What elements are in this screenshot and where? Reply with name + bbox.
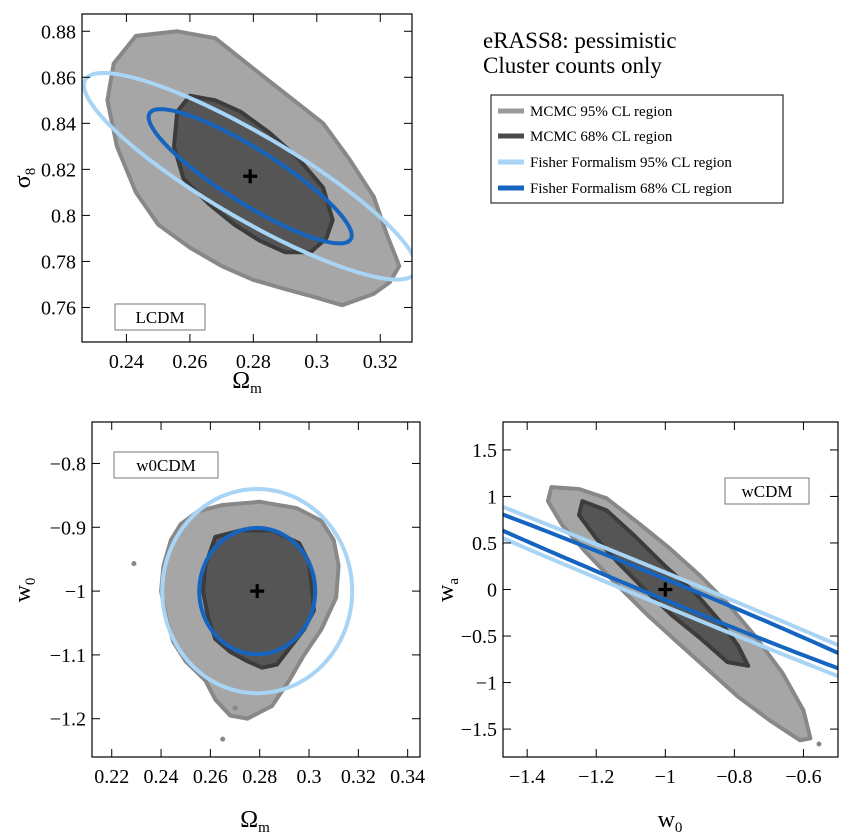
lcdm-clip-group — [82, 29, 412, 308]
wcdm-fiducial-marker — [658, 582, 673, 597]
lcdm-model-label: LCDM — [135, 308, 184, 327]
w0cdm-clip-group — [131, 486, 355, 742]
wcdm-ticks: −1.4 −1.2 −1 −0.8 −0.6 −1.5 −1 −0.5 0 0.5 1 1.5 — [461, 422, 838, 788]
legend-label-fisher68: Fisher Formalism 68% CL region — [530, 181, 732, 197]
panel-lcdm: 0.24 0.26 0.28 0.3 0.32 0.76 0.78 0.8 0.82 0.84 0.… — [10, 13, 413, 397]
lcdm-ytick-label-1: 0.78 — [41, 251, 76, 273]
w0cdm-fisher68-ellipse — [197, 525, 318, 657]
title-line-2: Cluster counts only — [483, 53, 662, 78]
wcdm-speckle-0 — [816, 741, 822, 747]
wcdm-model-label-box — [724, 477, 810, 505]
legend: MCMC 95% CL region MCMC 68% CL region Fi… — [490, 94, 784, 204]
lcdm-ytick-label-3: 0.82 — [41, 159, 76, 181]
wcdm-xtick-label-2: −1 — [655, 766, 676, 788]
lcdm-fisher68-ellipse — [146, 107, 354, 246]
lcdm-xlabel: Ωm — [232, 368, 262, 397]
w0cdm-ylabel: w0 — [10, 578, 39, 603]
w0cdm-xtick-label-1: 0.24 — [144, 766, 179, 788]
w0cdm-xtick-label-2: 0.26 — [193, 766, 228, 788]
lcdm-regions — [82, 29, 412, 308]
wcdm-xtick-label-1: −1.2 — [578, 766, 614, 788]
w0cdm-xtick-label-5: 0.32 — [341, 766, 376, 788]
w0cdm-model-label: w0CDM — [136, 456, 196, 475]
w0cdm-speckle-2 — [220, 736, 226, 742]
panel-w0cdm: 0.22 0.24 0.26 0.28 0.3 0.32 0.34 −1.2 −1.1 −1 −0.… — [10, 421, 425, 836]
w0cdm-xtick-label-3: 0.28 — [242, 766, 277, 788]
w0cdm-model-label-box — [113, 451, 219, 479]
w0cdm-ytick-label-1: −1.1 — [50, 645, 86, 667]
w0cdm-speckle-0 — [131, 561, 137, 567]
w0cdm-ticks: 0.22 0.24 0.26 0.28 0.3 0.32 0.34 −1.2 −1.1 −1 −0.… — [50, 422, 425, 788]
lcdm-mcmc68-region — [172, 93, 335, 255]
legend-label-fisher95: Fisher Formalism 95% CL region — [530, 155, 732, 171]
w0cdm-ytick-label-2: −1 — [65, 581, 86, 603]
lcdm-xtick-label-4: 0.32 — [363, 351, 398, 373]
wcdm-ytick-label-0: −1.5 — [461, 719, 497, 741]
wcdm-model-label: wCDM — [741, 482, 792, 501]
lcdm-ytick-label-4: 0.84 — [41, 113, 76, 135]
w0cdm-xtick-label-6: 0.34 — [390, 766, 425, 788]
wcdm-xtick-label-0: −1.4 — [509, 766, 545, 788]
wcdm-ytick-label-6: 1.5 — [472, 440, 497, 462]
title-line-1: eRASS8: pessimistic — [483, 28, 677, 53]
w0cdm-xlabel: Ωm — [240, 807, 270, 836]
wcdm-clip-group — [503, 485, 838, 747]
w0cdm-xtick-label-4: 0.3 — [297, 766, 322, 788]
wcdm-xlabel: w0 — [658, 807, 683, 836]
w0cdm-ytick-label-3: −0.9 — [50, 517, 86, 539]
wcdm-ytick-label-2: −0.5 — [461, 626, 497, 648]
wcdm-xtick-label-4: −0.6 — [785, 766, 821, 788]
wcdm-xtick-label-3: −0.8 — [716, 766, 752, 788]
lcdm-ytick-label-0: 0.76 — [41, 297, 76, 319]
wcdm-ytick-label-5: 1 — [487, 486, 497, 508]
w0cdm-xtick-label-0: 0.22 — [94, 766, 129, 788]
lcdm-ytick-label-2: 0.8 — [51, 205, 76, 227]
lcdm-ticks: 0.24 0.26 0.28 0.3 0.32 0.76 0.78 0.8 0.82 0.84 0.… — [41, 14, 412, 373]
lcdm-xtick-label-3: 0.3 — [304, 351, 329, 373]
lcdm-plot-frame — [81, 13, 413, 343]
w0cdm-ytick-label-0: −1.2 — [50, 709, 86, 731]
w0cdm-speckle-1 — [232, 705, 238, 711]
legend-label-mcmc95: MCMC 95% CL region — [530, 104, 673, 120]
wcdm-ytick-label-3: 0 — [487, 580, 497, 602]
figure-title: eRASS8: pessimistic Cluster counts only — [483, 28, 677, 78]
w0cdm-fiducial-marker — [250, 584, 265, 599]
wcdm-regions — [503, 485, 838, 747]
wcdm-ytick-label-4: 0.5 — [472, 533, 497, 555]
wcdm-ylabel: wa — [433, 578, 462, 602]
lcdm-ytick-label-6: 0.88 — [41, 21, 76, 43]
lcdm-ylabel: σ8 — [10, 168, 39, 188]
w0cdm-fisher95-ellipse — [160, 486, 355, 696]
wcdm-ytick-label-1: −1 — [476, 673, 497, 695]
legend-label-mcmc68: MCMC 68% CL region — [530, 129, 673, 145]
lcdm-xtick-label-2: 0.28 — [236, 351, 271, 373]
lcdm-xtick-label-1: 0.26 — [172, 351, 207, 373]
w0cdm-ytick-label-4: −0.8 — [50, 453, 86, 475]
w0cdm-regions — [131, 486, 355, 742]
legend-box — [490, 94, 784, 204]
lcdm-ytick-label-5: 0.86 — [41, 67, 76, 89]
panel-wcdm: −1.4 −1.2 −1 −0.8 −0.6 −1.5 −1 −0.5 0 0.5 1 1.5 wCD… — [433, 421, 839, 836]
wcdm-fisher68-ellipse — [503, 512, 838, 671]
lcdm-model-label-box — [114, 303, 206, 331]
lcdm-xtick-label-0: 0.24 — [109, 351, 144, 373]
w0cdm-plot-frame — [91, 421, 421, 758]
lcdm-fiducial-marker — [243, 169, 258, 184]
wcdm-mcmc68-region — [577, 499, 751, 668]
